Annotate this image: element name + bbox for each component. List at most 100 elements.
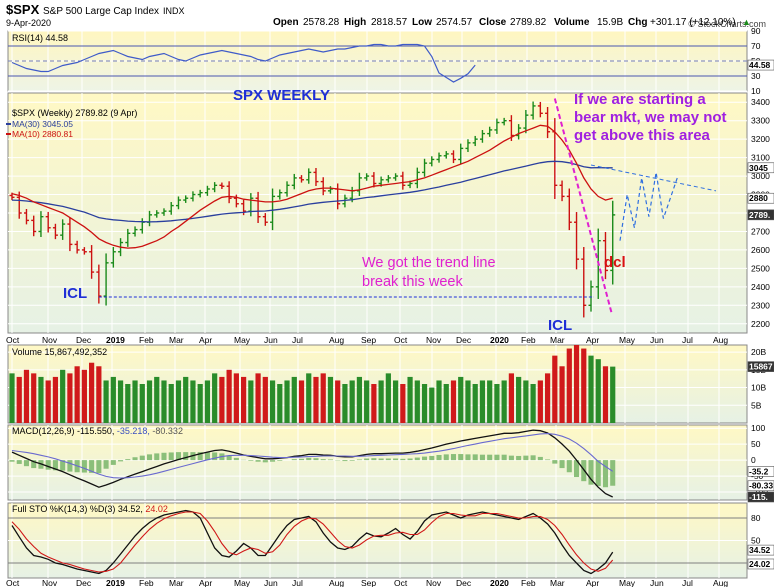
volume-bar — [31, 373, 37, 423]
sto-xlabel-16: Feb — [521, 578, 536, 587]
volume-bar — [595, 359, 601, 423]
macd-hist-bar — [313, 458, 319, 461]
ma30-line — [11, 160, 613, 223]
volume-bar — [81, 369, 87, 423]
price-xlabel-1: Nov — [42, 335, 58, 345]
volume-bar — [96, 366, 102, 423]
volume-bar — [429, 387, 435, 423]
macd-hist-bar — [429, 455, 435, 461]
macd-tag-hist-bg — [747, 480, 774, 492]
sto-xlabel-5: Mar — [169, 578, 184, 587]
price-tick-0: 3400 — [751, 97, 770, 107]
close-label: Close — [479, 17, 507, 28]
volume-value: 15.9B — [597, 17, 623, 28]
price-xlabel-4: Feb — [139, 335, 154, 345]
volume-bar — [269, 380, 276, 423]
price-xlabel-22: Aug — [713, 335, 728, 345]
sto-xlabel-13: Nov — [426, 578, 442, 587]
macd-hist-bar — [537, 456, 543, 461]
volume-bar — [89, 362, 95, 423]
macd-hist-bar — [248, 460, 254, 461]
volume-bar — [544, 373, 551, 423]
rsi-line — [11, 43, 476, 83]
macd-hist-bar — [31, 460, 37, 469]
macd-hist-bar — [545, 459, 551, 461]
volume-bar — [588, 355, 594, 423]
sto-tick-0: 80 — [751, 513, 761, 523]
annotation-trendline-0: We got the trend line — [362, 255, 496, 271]
exchange-label: INDX — [163, 6, 185, 16]
macd-hist-bar — [595, 460, 601, 486]
price-tag-1-bg — [747, 192, 774, 204]
volume-bar — [436, 380, 442, 423]
macd-hist-bar — [356, 459, 362, 461]
annotation-bear-1: bear mkt, we may not — [574, 109, 727, 126]
macd-tag-signal: -35.2 — [749, 466, 769, 476]
macd-hist-bar — [183, 452, 189, 461]
volume-bar — [559, 366, 565, 423]
macd-hist-bar — [450, 454, 457, 461]
annotation-bear-0: If we are starting a — [574, 91, 706, 108]
macd-hist-bar — [458, 454, 464, 461]
macd-hist-bar — [494, 454, 500, 461]
macd-hist-bar — [52, 460, 58, 471]
macd-hist-bar — [422, 456, 428, 461]
macd-frame — [7, 424, 748, 501]
volume-bar — [465, 380, 471, 423]
sto-tick-1: 50 — [751, 536, 761, 546]
volume-bar — [298, 380, 305, 423]
price-xlabel-2: Dec — [76, 335, 92, 345]
volume-bar — [400, 384, 406, 423]
macd-hist-bar — [197, 452, 203, 461]
volume-value-tag: 15867 — [749, 362, 773, 372]
price-xlabel-14: Dec — [456, 335, 472, 345]
macd-hist-bar — [349, 460, 355, 461]
rsi-value-tag-bg — [747, 59, 774, 71]
volume-bar — [610, 366, 616, 423]
price-xlabel-17: Mar — [550, 335, 565, 345]
sto-xlabel-9: Jul — [292, 578, 303, 587]
low-value: 2574.57 — [436, 17, 473, 28]
volume-bar — [364, 380, 370, 423]
volume-bar — [356, 376, 363, 423]
rsi-label: RSI(14) 44.58 — [12, 33, 68, 43]
volume-bar — [110, 376, 116, 423]
volume-bar — [327, 376, 334, 423]
downtrend-line — [553, 98, 613, 315]
macd-hist-bar — [479, 454, 485, 461]
volume-bar — [378, 380, 384, 423]
volume-bar — [226, 369, 232, 423]
macd-hist-bar — [588, 460, 594, 485]
macd-hist-bar — [327, 459, 333, 461]
volume-bar — [204, 380, 211, 423]
volume-bar — [45, 380, 51, 423]
open-label: Open — [273, 17, 299, 28]
volume-bar — [277, 384, 283, 423]
macd-tag-signal-bg — [747, 466, 774, 477]
price-tag-2-bg — [747, 209, 774, 221]
volume-bar — [501, 380, 507, 423]
sto-xlabel-2: Dec — [76, 578, 92, 587]
high-value: 2818.57 — [371, 17, 408, 28]
sto-xlabel-3: 2019 — [106, 578, 125, 587]
price-xlabel-20: Jun — [650, 335, 664, 345]
sto-tag-k: 34.52 — [749, 545, 771, 555]
macd-hist-bar — [262, 460, 268, 463]
annotation-trendline-1: break this week — [362, 274, 463, 290]
price-xlabel-21: Jul — [682, 335, 693, 345]
volume-value-tag-bg — [747, 361, 774, 372]
volume-bar — [450, 380, 457, 423]
sto-xlabel-1: Nov — [42, 578, 58, 587]
volume-bar — [212, 373, 218, 423]
macd-hist-bar — [602, 460, 609, 488]
rsi-tick-1: 70 — [751, 41, 761, 51]
volume-bar — [530, 384, 536, 423]
volume-bar — [392, 380, 399, 423]
macd-hist-bar — [103, 460, 109, 469]
volume-label: Volume — [554, 17, 590, 28]
price-tick-8: 2600 — [751, 245, 770, 255]
volume-tick-3: 5B — [751, 400, 762, 410]
macd-hist-bar — [175, 452, 181, 461]
price-tag-1: 2880 — [749, 193, 768, 203]
